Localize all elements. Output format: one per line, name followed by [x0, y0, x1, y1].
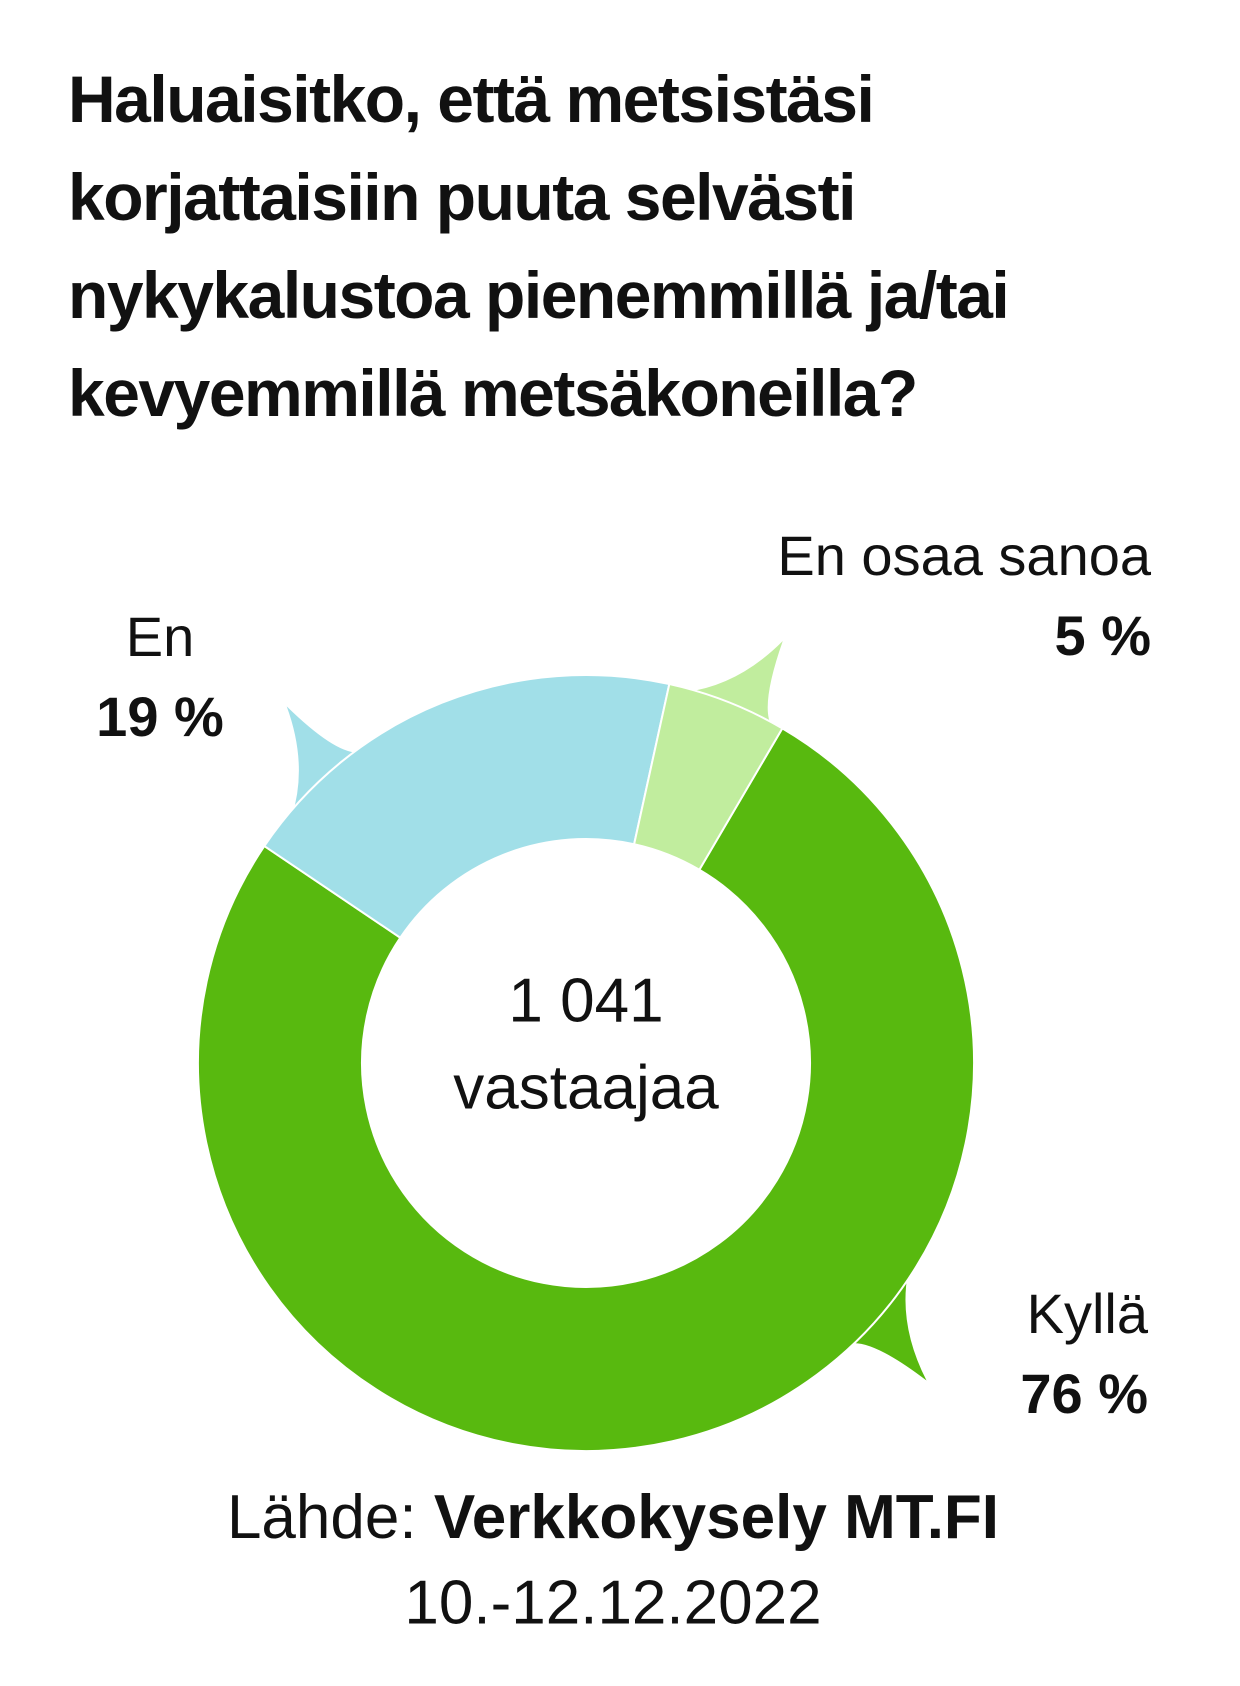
category-label: Kyllä: [1027, 1282, 1149, 1345]
donut-segment: [632, 682, 784, 872]
donut-segment: [262, 674, 671, 940]
value-label: 5 %: [1055, 604, 1152, 667]
source: Lähde: Verkkokysely MT.FI: [227, 1483, 999, 1552]
value-label: 76 %: [1020, 1362, 1148, 1425]
source-label: Lähde:: [227, 1483, 417, 1552]
source-name: Verkkokysely MT.FI: [434, 1483, 999, 1552]
bubble-tail: [685, 641, 783, 728]
chart-title: Haluaisitko, että metsistäsi korjattaisi…: [68, 62, 1010, 430]
value-label: 19 %: [96, 685, 224, 748]
date: 10.-12.12.2022: [404, 1568, 821, 1637]
center-label: 1 041: [508, 966, 663, 1035]
category-label: En: [126, 605, 195, 668]
bubble-tail: [847, 1272, 927, 1381]
bubble-tail: [286, 706, 361, 817]
category-label: En osaa sanoa: [777, 524, 1151, 587]
donut-segment: [197, 726, 975, 1452]
center-label: vastaajaa: [453, 1053, 719, 1122]
